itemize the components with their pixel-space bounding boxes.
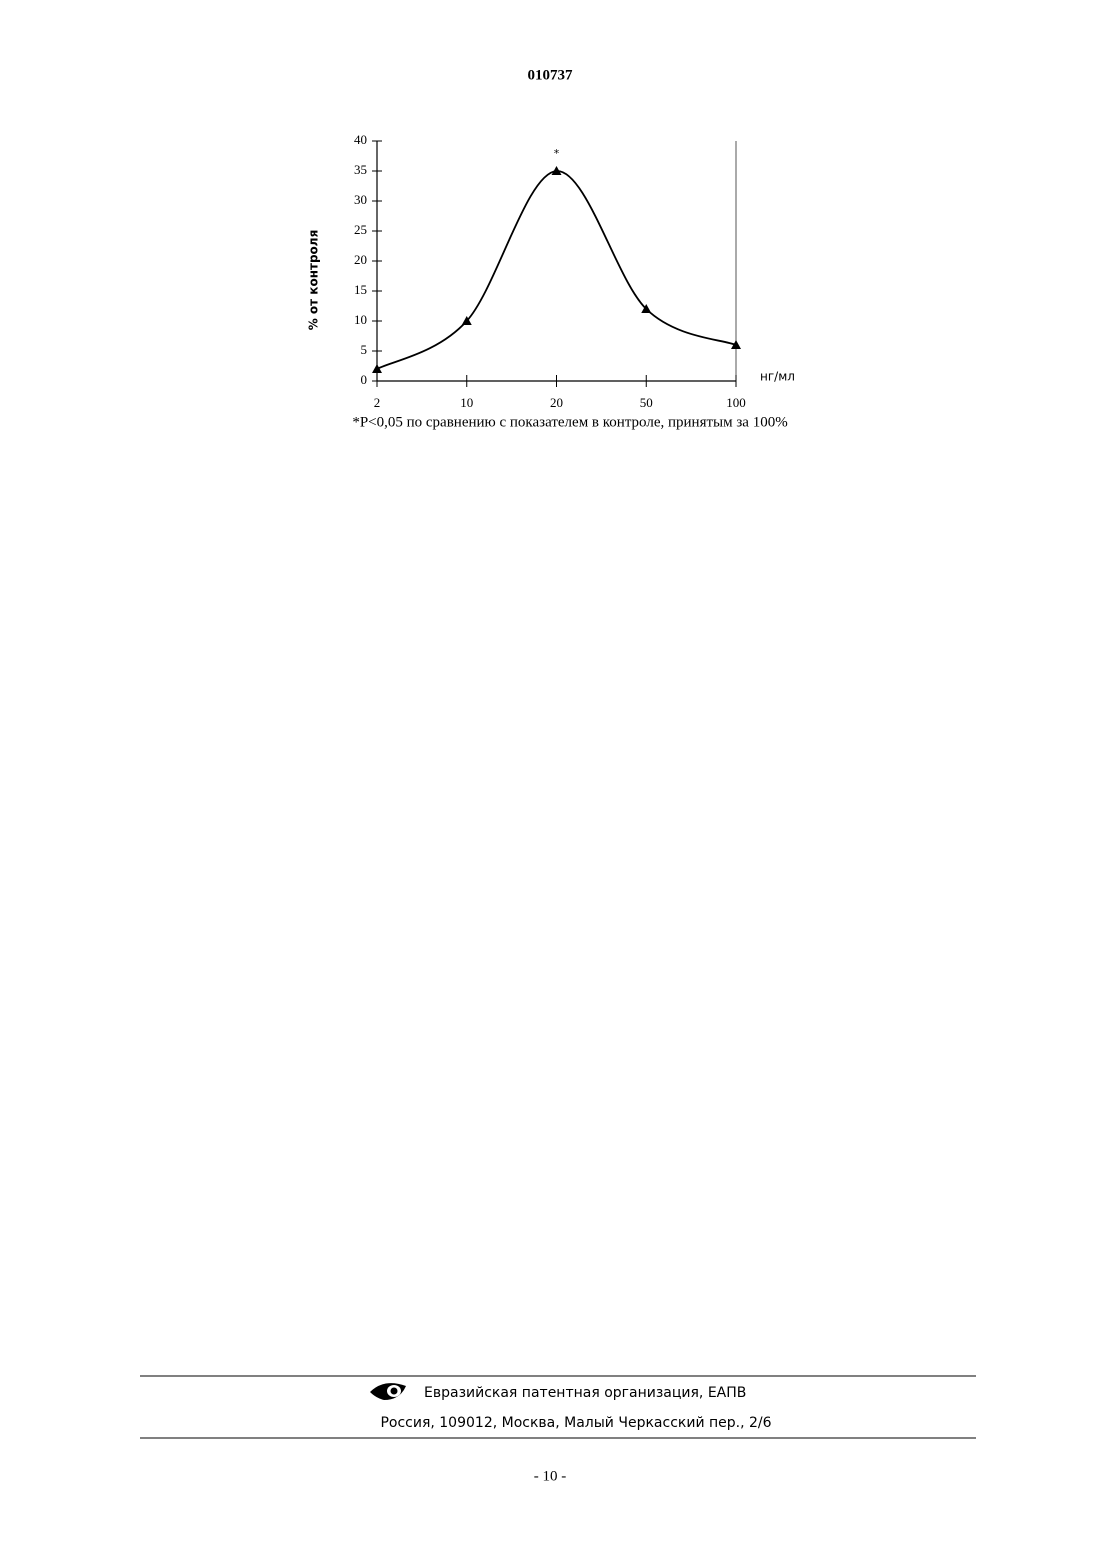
- footer-organization: Евразийская патентная организация, ЕАПВ: [424, 1385, 746, 1401]
- y-tick-label: 0: [361, 372, 368, 387]
- x-tick-label: 20: [550, 395, 563, 410]
- footnote: *P<0,05 по сравнению с показателем в кон…: [352, 414, 787, 430]
- page: 010737 % от контроля нг/мл 0 5 10 15 20 25 30 3…: [0, 0, 1100, 1556]
- patent-number: 010737: [528, 67, 574, 83]
- x-unit-label: нг/мл: [760, 370, 795, 384]
- y-tick-label: 35: [354, 162, 367, 177]
- y-tick-label: 40: [354, 132, 367, 147]
- background: [0, 0, 1100, 1556]
- y-tick-label: 15: [354, 282, 367, 297]
- x-tick-label: 10: [460, 395, 473, 410]
- significance-mark: *: [554, 147, 560, 160]
- y-tick-label: 5: [361, 342, 368, 357]
- x-tick-label: 2: [374, 395, 381, 410]
- y-tick-label: 20: [354, 252, 367, 267]
- page-number: - 10 -: [534, 1468, 567, 1484]
- y-tick-label: 30: [354, 192, 367, 207]
- x-tick-label: 50: [640, 395, 653, 410]
- y-axis-label: % от контроля: [307, 230, 321, 331]
- x-tick-label: 100: [726, 395, 746, 410]
- y-tick-label: 25: [354, 222, 367, 237]
- footer-address: Россия, 109012, Москва, Малый Черкасский…: [380, 1415, 771, 1431]
- y-tick-label: 10: [354, 312, 367, 327]
